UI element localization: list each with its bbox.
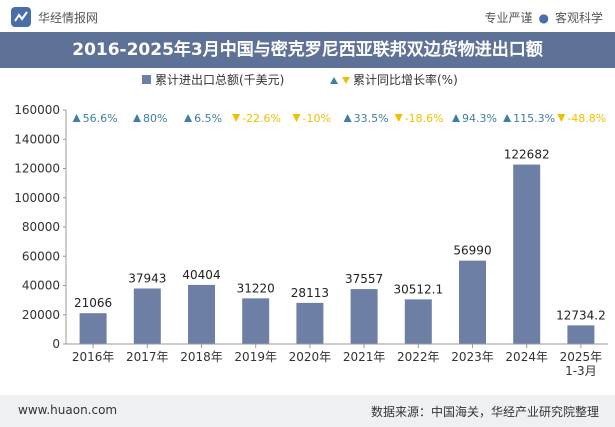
bar: [79, 313, 107, 344]
legend-line-label: 累计同比增长率(%): [353, 72, 458, 87]
x-tick-label: 2020年: [289, 350, 332, 364]
bar: [242, 298, 270, 344]
bar: [513, 164, 541, 344]
tagline-dot-icon: ●: [538, 11, 549, 25]
bar: [350, 289, 378, 344]
x-tick-label: 1-3月: [565, 364, 597, 378]
growth-down-triangle-icon: [394, 114, 403, 122]
legend: 累计进出口总额(千美元) 累计同比增长率(%): [142, 72, 458, 87]
y-tick-label: 80000: [22, 220, 60, 234]
x-axis: 2016年 2017年 2018年 2019年 2020年 2021年 2022年 2023年…: [66, 343, 608, 378]
chart-title: 2016-2025年3月中国与密克罗尼西亚联邦双边货物进出口额: [72, 40, 543, 60]
growth-rates: 56.6% 80% 6.5% -22.6% -10% 33.5% -18.6% 94.3% 11…: [72, 112, 606, 125]
growth-up-triangle-icon: [343, 114, 352, 122]
top-strip: 华经情报网 专业严谨 ● 客观科学: [0, 0, 615, 32]
growth-rate-label: -48.8%: [567, 112, 606, 125]
bar-value-label: 12734.2: [556, 308, 606, 322]
x-tick-label: 2025年: [560, 350, 603, 364]
bar-value-label: 37943: [128, 272, 166, 286]
growth-rate-label: 80%: [143, 112, 167, 125]
y-tick-label: 120000: [14, 162, 60, 176]
growth-up-triangle-icon: [184, 114, 193, 122]
growth-up-triangle-icon: [452, 114, 460, 122]
growth-up-triangle-icon: [72, 114, 81, 122]
x-tick-label: 2019年: [234, 350, 277, 364]
footer-source: 数据来源：中国海关，华经产业研究院整理: [370, 405, 599, 419]
growth-rate-label: 56.6%: [83, 112, 118, 125]
bar-value-label: 31220: [237, 281, 275, 295]
growth-up-triangle-icon: [133, 114, 141, 122]
bar: [459, 260, 486, 344]
footer: www.huaon.com 数据来源：中国海关，华经产业研究院整理: [0, 395, 615, 427]
bars: [79, 164, 595, 344]
growth-rate-label: -10%: [303, 112, 331, 125]
bar-value-label: 30512.1: [393, 282, 443, 296]
brand-name: 华经情报网: [38, 10, 99, 25]
tagline-right: 客观科学: [554, 11, 603, 25]
brand-logo-icon: [11, 7, 31, 27]
bar: [567, 325, 595, 344]
y-tick-label: 100000: [14, 191, 60, 205]
title-bar: 2016-2025年3月中国与密克罗尼西亚联邦双边货物进出口额: [0, 32, 615, 68]
tagline-left: 专业严谨: [484, 11, 533, 25]
growth-down-triangle-icon: [557, 114, 566, 122]
y-tick-label: 40000: [22, 279, 60, 293]
bar: [404, 299, 432, 344]
bar-value-label: 40404: [182, 268, 220, 282]
x-tick-label: 2021年: [343, 350, 386, 364]
y-tick-label: 140000: [14, 132, 60, 146]
x-tick-label: 2016年: [72, 350, 115, 364]
growth-rate-label: 33.5%: [354, 112, 389, 125]
x-tick-label: 2017年: [126, 350, 169, 364]
y-axis: 0 20000 40000 60000 80000 100000 120000 140000 1…: [14, 103, 67, 351]
footer-website[interactable]: www.huaon.com: [18, 403, 118, 417]
bar: [188, 284, 215, 344]
growth-up-triangle-icon: [503, 114, 512, 122]
bar-value-label: 37557: [345, 272, 383, 286]
x-tick-label: 2023年: [451, 350, 494, 364]
bar: [296, 302, 324, 344]
chart: 累计进出口总额(千美元) 累计同比增长率(%) 0 20000 40000 60000…: [14, 72, 608, 378]
bar: [133, 288, 161, 344]
growth-down-triangle-icon: [292, 114, 301, 122]
y-tick-label: 20000: [22, 308, 60, 322]
bar-labels: 21066 37943 40404 31220 28113 37557 30512.1 569…: [74, 148, 606, 323]
bar-value-label: 56990: [453, 244, 491, 258]
bar-value-label: 28113: [291, 286, 329, 300]
brand[interactable]: 华经情报网: [10, 6, 98, 28]
y-tick-label: 0: [52, 337, 60, 351]
growth-rate-label: 115.3%: [513, 112, 555, 125]
bar-value-label: 122682: [504, 148, 550, 162]
growth-rate-label: -18.6%: [405, 112, 444, 125]
y-tick-label: 160000: [14, 103, 60, 117]
y-tick-label: 60000: [22, 249, 60, 263]
x-tick-label: 2018年: [180, 350, 223, 364]
x-tick-label: 2024年: [505, 350, 548, 364]
legend-bar-label: 累计进出口总额(千美元): [155, 73, 284, 87]
x-tick-label: 2022年: [397, 350, 440, 364]
legend-bar-swatch: [142, 75, 151, 84]
growth-rate-label: 6.5%: [194, 112, 222, 125]
bar-value-label: 21066: [74, 296, 112, 310]
growth-rate-label: 94.3%: [462, 112, 497, 125]
legend-up-triangle-icon: [330, 77, 338, 84]
growth-rate-label: -22.6%: [242, 112, 281, 125]
legend-down-triangle-icon: [342, 77, 350, 84]
growth-down-triangle-icon: [232, 114, 241, 122]
tagline: 专业严谨 ● 客观科学: [484, 9, 603, 26]
